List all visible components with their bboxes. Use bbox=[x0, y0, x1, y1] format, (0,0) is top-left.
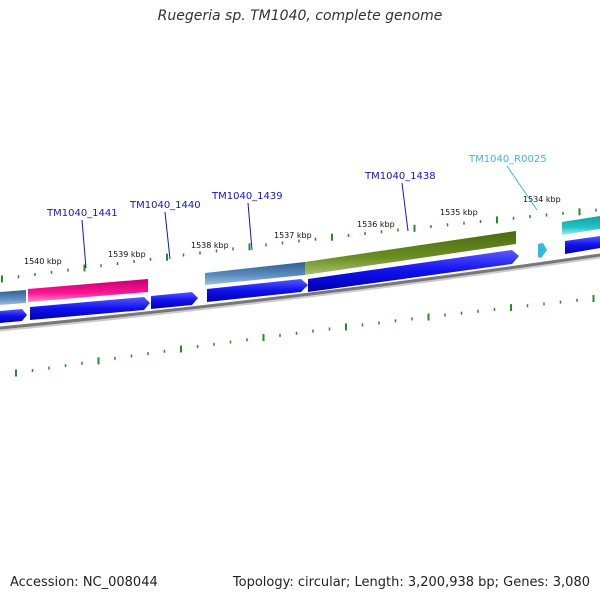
leader-line-1441 bbox=[81, 219, 87, 269]
feature-label-r0025[interactable]: TM1040_R0025 bbox=[468, 154, 547, 165]
feature-olive-1438[interactable] bbox=[305, 231, 516, 275]
gene-arrow-1438[interactable] bbox=[308, 250, 519, 292]
rna-arrow-r0025[interactable] bbox=[538, 243, 547, 258]
tick-label: 1538 kbp bbox=[191, 241, 229, 250]
tick-label: 1535 kbp bbox=[440, 208, 478, 217]
tick-label: 1539 kbp bbox=[108, 250, 146, 259]
genome-backbone-line bbox=[0, 253, 600, 330]
tick-label: 1537 kbp bbox=[274, 231, 312, 240]
feature-steel-left[interactable] bbox=[0, 290, 26, 305]
accession-label: Accession: NC_008044 bbox=[10, 575, 158, 590]
tick-label: 1534 kbp bbox=[523, 195, 561, 204]
feature-label-1440[interactable]: TM1040_1440 bbox=[129, 200, 201, 211]
gene-arrow-1440[interactable] bbox=[151, 292, 198, 309]
feature-steel-1439[interactable] bbox=[205, 262, 305, 285]
leader-line-1440 bbox=[164, 211, 171, 260]
gene-arrow-1439[interactable] bbox=[207, 279, 308, 302]
leader-line-r0025 bbox=[506, 165, 538, 211]
cog-track bbox=[0, 216, 600, 305]
gene-arrow-left[interactable] bbox=[0, 309, 27, 323]
map-title: Ruegeria sp. TM1040, complete genome bbox=[157, 8, 443, 24]
feature-label-1441[interactable]: TM1040_1441 bbox=[46, 208, 118, 219]
genome-summary: Topology: circular; Length: 3,200,938 bp… bbox=[232, 575, 590, 590]
gene-arrow-1441[interactable] bbox=[30, 297, 150, 320]
tick-label: 1540 kbp bbox=[24, 257, 62, 266]
inner-tick-marks bbox=[15, 294, 595, 377]
leader-line-1439 bbox=[247, 202, 253, 251]
feature-cyan-right[interactable] bbox=[562, 216, 600, 235]
feature-label-1438[interactable]: TM1040_1438 bbox=[364, 171, 436, 182]
gene-track bbox=[0, 236, 600, 323]
tick-label: 1536 kbp bbox=[357, 220, 395, 229]
feature-label-1439[interactable]: TM1040_1439 bbox=[211, 191, 283, 202]
gene-arrow-right[interactable] bbox=[565, 236, 600, 254]
outer-tick-marks bbox=[1, 208, 597, 283]
leader-line-1438 bbox=[401, 182, 409, 232]
feature-magenta-1441[interactable] bbox=[28, 279, 148, 302]
